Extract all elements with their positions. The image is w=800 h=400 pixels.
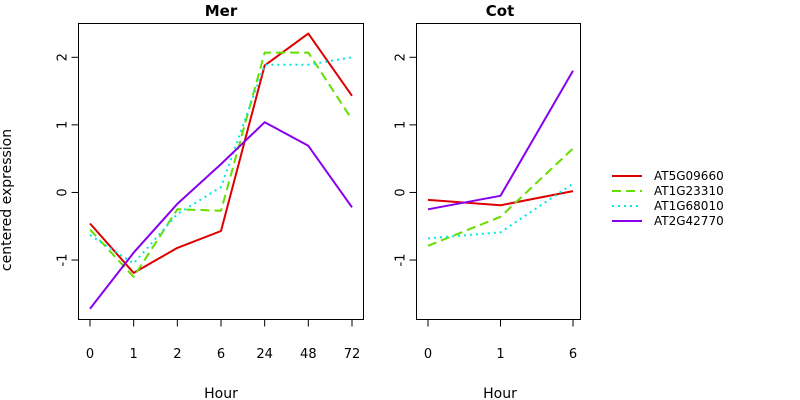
panel-cot-title: Cot [486, 2, 514, 20]
panel-mer-frame [78, 23, 364, 320]
panel-cot-y-axis: -1 0 1 2 [394, 53, 417, 267]
series-line-at1g23310 [89, 51, 353, 278]
series-line-at1g68010 [427, 182, 574, 240]
y-tick-label: -1 [56, 254, 71, 267]
x-tick-label: 72 [344, 347, 361, 362]
legend-label: AT1G68010 [654, 199, 724, 213]
series-line-at2g42770 [427, 70, 574, 211]
series-line-at5g09660 [427, 190, 574, 207]
panel-mer-x-axis-label: Hour [204, 386, 238, 400]
panel-mer: Mer 0 1 2 6 24 48 72 -1 0 1 2 Hour [56, 2, 364, 400]
panel-mer-title: Mer [205, 2, 238, 20]
x-tick-label: 24 [256, 347, 273, 362]
y-tick-label: 1 [56, 121, 71, 129]
y-axis-label: centered expression [0, 129, 15, 271]
series-line-at5g09660 [89, 32, 353, 274]
legend-label: AT1G23310 [654, 184, 724, 198]
x-tick-label: 2 [173, 347, 181, 362]
panel-cot: Cot 0 1 6 -1 0 1 2 Hour [394, 2, 581, 400]
y-tick-label: 2 [56, 53, 71, 61]
x-tick-label: 6 [569, 347, 577, 362]
y-tick-label: 0 [56, 188, 71, 196]
panel-cot-x-axis-label: Hour [483, 386, 517, 400]
y-tick-label: 2 [394, 53, 409, 61]
x-tick-label: 0 [424, 347, 432, 362]
x-tick-label: 0 [86, 347, 94, 362]
panel-mer-plot-area [89, 32, 353, 310]
y-tick-label: 0 [394, 188, 409, 196]
panel-mer-x-axis: 0 1 2 6 24 48 72 [86, 319, 361, 362]
series-line-at2g42770 [89, 121, 353, 310]
x-tick-label: 6 [217, 347, 225, 362]
x-tick-label: 1 [130, 347, 138, 362]
y-tick-label: 1 [394, 121, 409, 129]
x-tick-label: 1 [496, 347, 504, 362]
panel-mer-y-axis: -1 0 1 2 [56, 53, 79, 267]
x-tick-label: 48 [300, 347, 317, 362]
legend-label: AT5G09660 [654, 169, 724, 183]
series-line-at1g68010 [89, 56, 353, 265]
panel-cot-frame [416, 23, 581, 320]
y-tick-label: -1 [394, 254, 409, 267]
legend-label: AT2G42770 [654, 214, 724, 228]
series-line-at1g23310 [427, 147, 574, 247]
panel-cot-x-axis: 0 1 6 [424, 319, 577, 362]
panel-cot-plot-area [427, 70, 574, 247]
